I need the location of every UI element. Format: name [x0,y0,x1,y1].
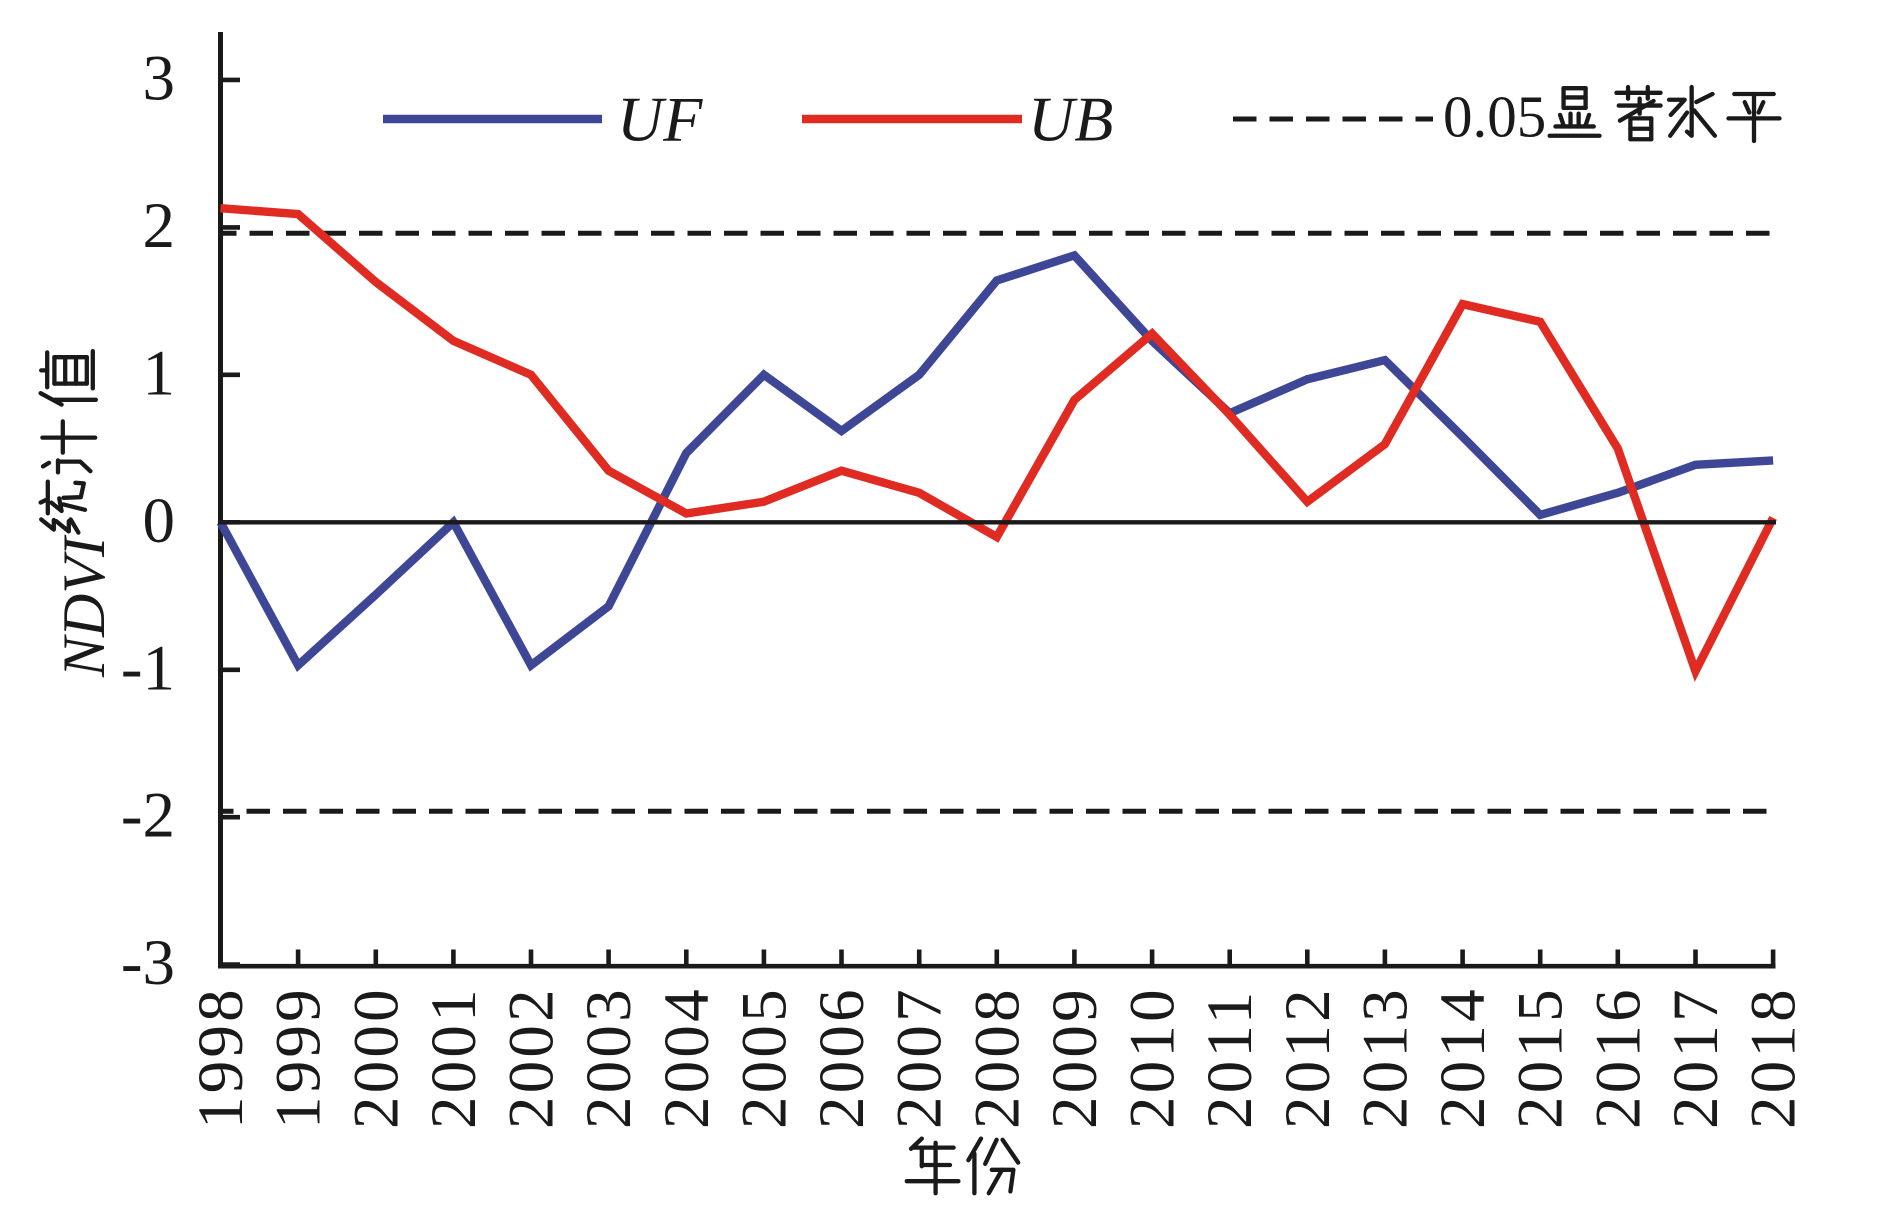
svg-text:2006: 2006 [806,986,878,1129]
svg-text:2014: 2014 [1427,986,1499,1129]
svg-text:2018: 2018 [1738,986,1810,1129]
svg-text:1: 1 [143,337,176,409]
svg-text:2000: 2000 [340,986,412,1129]
svg-text:2002: 2002 [496,986,568,1129]
svg-text:2017: 2017 [1660,986,1732,1129]
svg-text:2012: 2012 [1272,986,1344,1129]
svg-text:2008: 2008 [961,986,1033,1129]
svg-text:-2: -2 [121,780,175,852]
svg-text:0.05: 0.05 [1443,84,1546,150]
svg-text:1999: 1999 [263,986,335,1129]
svg-text:2001: 2001 [418,986,490,1129]
svg-text:2005: 2005 [728,986,800,1129]
svg-text:2009: 2009 [1039,986,1111,1129]
svg-text:UF: UF [617,84,703,155]
svg-text:2010: 2010 [1117,986,1189,1129]
svg-text:2007: 2007 [884,986,956,1129]
svg-text:1998: 1998 [185,986,257,1129]
svg-text:2016: 2016 [1582,986,1654,1129]
svg-text:2004: 2004 [651,986,723,1129]
svg-text:2015: 2015 [1505,986,1577,1129]
svg-text:NDVI: NDVI [51,534,117,678]
svg-text:2011: 2011 [1194,989,1266,1129]
svg-text:3: 3 [143,42,176,114]
svg-text:2013: 2013 [1349,986,1421,1129]
svg-text:-3: -3 [121,927,175,999]
svg-text:-1: -1 [121,632,175,704]
svg-text:UB: UB [1028,84,1113,155]
svg-text:0: 0 [143,485,176,557]
svg-text:2: 2 [143,190,176,262]
svg-text:2003: 2003 [573,986,645,1129]
